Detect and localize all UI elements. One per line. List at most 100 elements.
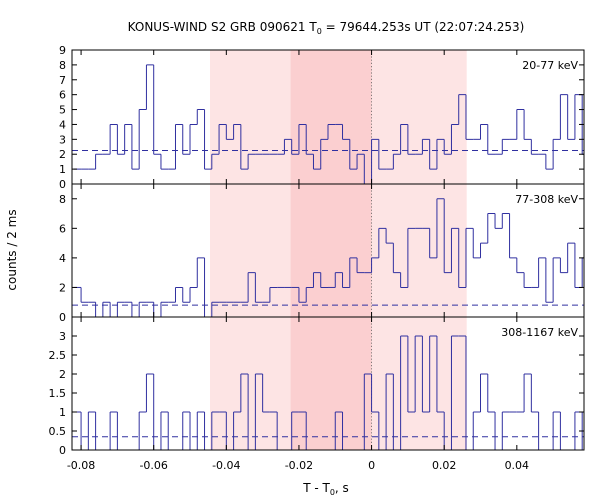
- y-tick-label: 0.5: [49, 425, 67, 438]
- histogram-bin: [392, 243, 401, 274]
- histogram-bin: [429, 139, 437, 170]
- histogram-bin: [80, 412, 89, 451]
- histogram-bin: [371, 138, 379, 184]
- y-tick-label: 7: [59, 74, 66, 87]
- histogram-bin: [167, 412, 176, 451]
- histogram-bin: [305, 124, 314, 155]
- histogram-bin: [436, 138, 445, 170]
- x-tick-label: -0.08: [67, 459, 95, 472]
- histogram-bin: [392, 153, 401, 170]
- histogram-bin: [400, 272, 408, 288]
- histogram-bin: [145, 64, 154, 110]
- x-tick-label: 0: [368, 459, 375, 472]
- y-tick-label: 1.5: [49, 387, 67, 400]
- histogram-bin: [109, 302, 118, 318]
- x-tick-label: -0.06: [139, 459, 167, 472]
- histogram-bin: [356, 153, 365, 170]
- histogram-bin: [218, 123, 227, 155]
- histogram-bin: [378, 139, 387, 170]
- histogram-bin: [320, 272, 328, 288]
- y-tick-label: 6: [59, 222, 66, 235]
- histogram-bin: [480, 373, 488, 412]
- y-tick-label: 3: [59, 330, 66, 343]
- histogram-bin: [487, 213, 496, 244]
- histogram-bin: [211, 411, 220, 450]
- histogram-bin: [472, 228, 481, 259]
- histogram-bin: [298, 287, 307, 303]
- histogram-bin: [494, 412, 503, 451]
- y-tick-label: 4: [59, 118, 66, 131]
- y-tick-label: 9: [59, 44, 66, 57]
- histogram-bin: [116, 124, 125, 155]
- histogram-bin: [407, 336, 416, 413]
- y-tick-label: 2: [59, 148, 66, 161]
- histogram-bin: [334, 272, 343, 288]
- histogram-bin: [516, 257, 525, 274]
- histogram-bin: [450, 123, 459, 155]
- histogram-bin: [211, 153, 220, 170]
- histogram-bin: [538, 412, 546, 451]
- y-tick-label: 4: [59, 252, 66, 265]
- histogram-bin: [421, 138, 430, 155]
- histogram-bin: [552, 411, 561, 450]
- histogram-bin: [443, 198, 452, 274]
- histogram-bin: [450, 227, 459, 273]
- histogram-bin: [545, 154, 554, 170]
- histogram-bin: [189, 286, 198, 303]
- y-tick-label: 2: [59, 281, 66, 294]
- histogram-bin: [189, 412, 198, 451]
- histogram-bin: [334, 411, 343, 450]
- histogram-bin: [95, 302, 103, 318]
- shaded-interval-inner: [290, 50, 372, 450]
- chart-title-main: KONUS-WIND S2 GRB 090621 T: [128, 20, 318, 34]
- histogram-bin: [567, 242, 575, 273]
- histogram-bin: [574, 243, 583, 288]
- histogram-bin: [407, 124, 416, 155]
- chart-title-subscript: 0: [317, 27, 322, 36]
- energy-band-label: 308-1167 keV: [501, 326, 578, 339]
- histogram-bin: [160, 301, 169, 317]
- histogram-bin: [342, 124, 350, 140]
- histogram-bin: [87, 411, 96, 450]
- y-tick-label: 3: [59, 133, 66, 146]
- histogram-bin: [574, 94, 583, 140]
- x-axis: -0.08 -0.06 -0.04 -0.02 0 0.02 0.04: [67, 459, 529, 472]
- histogram-bin: [523, 272, 532, 288]
- y-tick-label: 0: [59, 178, 66, 191]
- y-tick-label: 6: [59, 89, 66, 102]
- histogram-bin: [559, 94, 568, 140]
- histogram-bin: [196, 411, 205, 450]
- energy-band-label: 77-308 keV: [515, 193, 578, 206]
- histogram-bin: [552, 257, 561, 303]
- histogram-bin: [233, 123, 241, 140]
- histogram-bin: [443, 139, 452, 155]
- histogram-bin: [240, 373, 249, 412]
- histogram-bin: [429, 228, 437, 259]
- histogram-bin: [385, 228, 394, 244]
- histogram-bin: [196, 257, 205, 288]
- histogram-bin: [283, 138, 292, 155]
- histogram-bin: [312, 154, 321, 170]
- histogram-bin: [225, 124, 234, 140]
- histogram-bin: [509, 213, 517, 259]
- histogram-bin: [182, 124, 191, 155]
- histogram-bin: [487, 124, 496, 155]
- chart-title: KONUS-WIND S2 GRB 090621 T0 = 79644.253s…: [128, 20, 525, 36]
- histogram-bin: [116, 412, 125, 451]
- histogram-bin: [436, 336, 445, 413]
- panel-1: 0 1 2 3 45 6 7 8 9 20-77 keV: [59, 44, 585, 191]
- histogram-bin: [407, 227, 416, 288]
- histogram-bin: [153, 374, 161, 451]
- histogram-bin: [240, 124, 249, 170]
- y-tick-label: 1: [59, 163, 66, 176]
- histogram-bin: [480, 123, 488, 140]
- histogram-bin: [131, 124, 140, 170]
- histogram-bin: [501, 138, 510, 155]
- histogram-bin: [153, 302, 161, 318]
- panel-3: 0 0.5 1 1.5 2 2.5 3 308-1167 keV: [49, 316, 585, 457]
- histogram-bin: [567, 94, 575, 140]
- histogram-bin: [414, 335, 423, 412]
- histogram-bin: [458, 94, 466, 125]
- histogram-bin: [538, 257, 546, 288]
